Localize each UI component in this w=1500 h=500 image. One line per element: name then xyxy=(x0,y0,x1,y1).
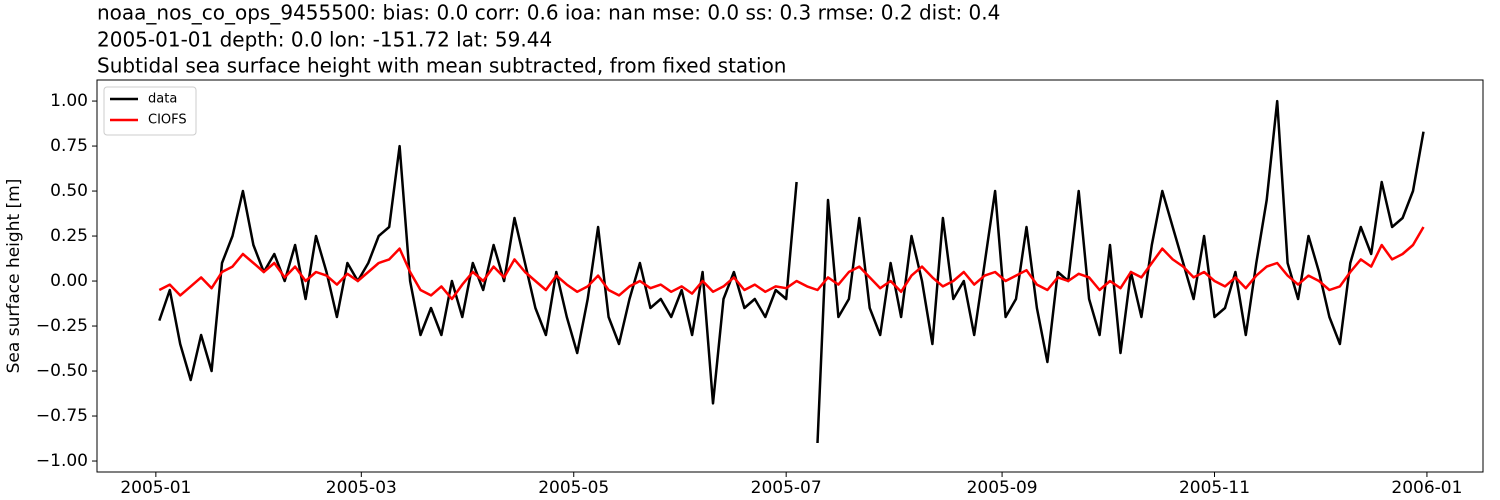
x-tick-label: 2006-01 xyxy=(1391,478,1462,498)
series-line xyxy=(158,226,1425,301)
legend: data CIOFS xyxy=(103,86,197,136)
y-tick-label: −0.25 xyxy=(36,316,88,336)
legend-label: CIOFS xyxy=(148,113,187,128)
title-line: 2005-01-01 depth: 0.0 lon: -151.72 lat: … xyxy=(97,28,552,52)
y-tick-label: 0.50 xyxy=(50,181,88,201)
y-tick-label: 0.25 xyxy=(50,226,88,246)
x-tick-label: 2005-01 xyxy=(120,478,191,498)
y-axis-label: Sea surface height [m] xyxy=(4,179,24,374)
y-tick-label: −0.75 xyxy=(36,406,88,426)
y-tick-label: 0.00 xyxy=(50,271,88,291)
x-tick-label: 2005-11 xyxy=(1179,478,1250,498)
x-tick-label: 2005-09 xyxy=(967,478,1038,498)
y-tick-label: −1.00 xyxy=(36,451,88,471)
title-line: Subtidal sea surface height with mean su… xyxy=(97,54,786,78)
y-tick-label: −0.50 xyxy=(36,361,88,381)
title-line: noaa_nos_co_ops_9455500: bias: 0.0 corr:… xyxy=(97,1,1000,25)
series-line xyxy=(158,99,1425,444)
x-tick-label: 2005-07 xyxy=(751,478,822,498)
legend-label: data xyxy=(148,92,177,107)
plot-frame xyxy=(96,79,1484,473)
y-tick-label: 0.75 xyxy=(50,136,88,156)
y-tick-label: 1.00 xyxy=(50,91,88,111)
x-tick-label: 2005-03 xyxy=(326,478,397,498)
x-tick-label: 2005-05 xyxy=(538,478,609,498)
